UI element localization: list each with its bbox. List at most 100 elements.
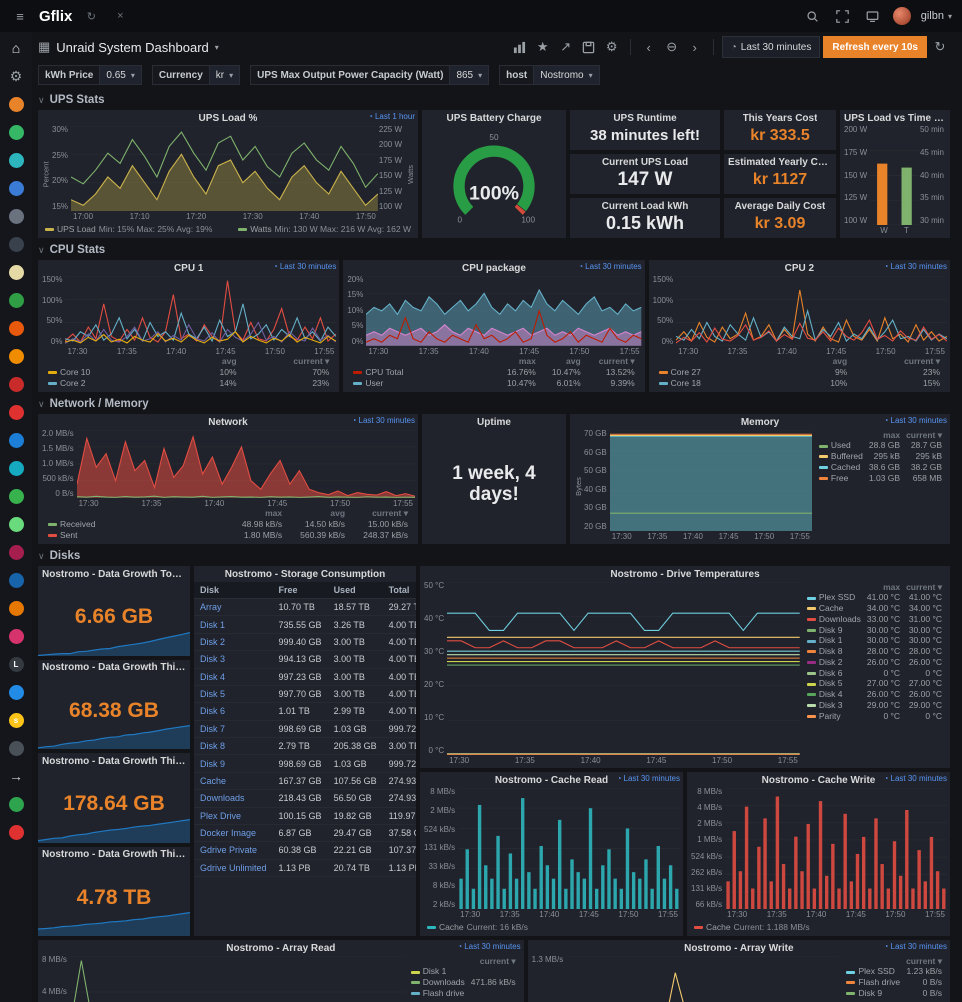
legend-item[interactable]: Buffered xyxy=(816,451,866,463)
legend-item[interactable]: Plex SSD xyxy=(804,592,864,604)
panel-timerange[interactable]: ◔ Last 30 minutes xyxy=(884,942,947,951)
table-column-header[interactable]: Disk xyxy=(194,582,273,599)
disk-link[interactable]: Disk 9 xyxy=(194,754,273,773)
variable-value-dropdown[interactable]: kr ▾ xyxy=(209,65,241,85)
legend-item[interactable]: Cached xyxy=(816,462,866,473)
panel-title[interactable]: UPS Battery Charge xyxy=(446,112,542,124)
network-chart[interactable]: 2.0 MB/s 1.5 MB/s 1.0 MB/s 500 kB/s 0 B/s 17:… xyxy=(38,430,418,544)
search-icon[interactable] xyxy=(803,6,823,26)
save-icon[interactable] xyxy=(579,37,599,57)
panel-title[interactable]: Memory xyxy=(740,416,780,428)
panel-title[interactable]: Estimated Yearly Cost xyxy=(728,156,832,168)
legend-item[interactable]: Core 27 xyxy=(656,367,800,378)
cache-read-chart[interactable]: 8 MB/s 2 MB/s 524 kB/s 131 kB/s 33 kB/s 8 kB/… xyxy=(420,788,683,936)
legend-item[interactable]: Disk 9 xyxy=(843,988,903,999)
disk-link[interactable]: Disk 1 xyxy=(194,615,273,634)
avatar[interactable] xyxy=(892,7,911,25)
legend-sort-header[interactable]: current ▾ xyxy=(293,356,330,367)
disk-link[interactable]: Gdrive Unlimited xyxy=(194,859,273,878)
legend-item[interactable]: Disk 1 xyxy=(804,636,864,647)
legend-sort-header[interactable]: current ▾ xyxy=(906,430,942,440)
legend-item[interactable]: Disk 9 xyxy=(804,625,864,636)
disk-link[interactable]: Disk 4 xyxy=(194,668,273,686)
legend-sort-header[interactable]: avg xyxy=(566,356,581,367)
app-shortcut-icon-5[interactable] xyxy=(7,263,25,281)
panel-timerange[interactable]: ◔ Last 30 minutes xyxy=(884,262,947,271)
legend-item[interactable]: Disk 1 xyxy=(408,966,468,978)
user-menu[interactable]: gilbn ▾ xyxy=(921,10,952,22)
legend-sort-header[interactable]: current ▾ xyxy=(906,582,942,592)
legend-item[interactable]: Watts Min: 130 W Max: 216 W Avg: 162 W xyxy=(238,224,411,234)
legend-item[interactable]: Flash drive xyxy=(408,988,468,999)
app-shortcut-icon-18[interactable] xyxy=(7,627,25,645)
panel-title[interactable]: Current UPS Load xyxy=(601,156,689,168)
legend-item[interactable]: Downloads xyxy=(408,977,468,989)
refresh-interval-button[interactable]: Refresh every 10s xyxy=(823,36,927,58)
app-shortcut-icon-11[interactable] xyxy=(7,431,25,449)
legend-sort-header[interactable]: avg xyxy=(330,508,346,519)
app-shortcut-icon-21[interactable] xyxy=(7,823,25,841)
legend-item[interactable]: CPU Total xyxy=(350,367,494,378)
cpu1-chart[interactable]: 150% 100% 50% 0% 17:30 17:35 17:40 17:45 17:50 17… xyxy=(38,276,339,392)
section-header-cpu[interactable]: ∨ CPU Stats xyxy=(38,243,950,257)
disk-link[interactable]: Disk 5 xyxy=(194,685,273,704)
gear-icon[interactable]: ⚙ xyxy=(602,37,622,57)
time-range-button[interactable]: ◔ Last 30 minutes xyxy=(721,36,821,58)
panel-title[interactable]: Nostromo - Data Growth This Year xyxy=(42,849,186,860)
app-shortcut-icon-2[interactable] xyxy=(7,151,25,169)
disk-link[interactable]: Gdrive Private xyxy=(194,841,273,860)
panel-title[interactable]: Nostromo - Data Growth Today xyxy=(42,568,186,580)
app-shortcut-icon-13[interactable] xyxy=(7,487,25,505)
cache-write-chart[interactable]: 8 MB/s 4 MB/s 2 MB/s 1 MB/s 524 kB/s 262 kB/s… xyxy=(687,788,950,936)
legend-item[interactable]: Cache Current: 1.188 MB/s xyxy=(694,922,810,932)
memory-chart[interactable]: Bytes 70 GB 60 GB 50 GB 40 GB 30 GB 20 GB 17:30… xyxy=(570,430,950,544)
panel-timerange[interactable]: ◔ Last 30 minutes xyxy=(884,416,947,425)
chevron-left-icon[interactable]: ‹ xyxy=(639,37,659,57)
star-icon[interactable]: ★ xyxy=(533,37,553,57)
legend-sort-header[interactable]: max xyxy=(518,356,536,367)
legend-sort-header[interactable]: current ▾ xyxy=(372,508,408,519)
panel-title[interactable]: Nostromo - Storage Consumption xyxy=(224,568,386,580)
app-shortcut-icon-14[interactable] xyxy=(7,515,25,533)
disk-link[interactable]: Disk 3 xyxy=(194,650,273,669)
zoom-out-icon[interactable]: ⊖ xyxy=(662,37,682,57)
signout-icon[interactable]: → xyxy=(9,768,23,784)
app-shortcut-icon-15[interactable] xyxy=(7,543,25,561)
legend-item[interactable]: UPS Load Min: 15% Max: 25% Avg: 19% xyxy=(45,224,212,234)
app-shortcut-icon-10[interactable] xyxy=(7,403,25,421)
app-shortcut-icon-12[interactable] xyxy=(7,459,25,477)
legend-item[interactable]: Plex SSD xyxy=(843,966,903,978)
app-shortcut-icon-4[interactable] xyxy=(7,235,25,253)
table-column-header[interactable]: Used xyxy=(327,582,383,599)
panel-title[interactable]: Current Load kWh xyxy=(601,200,689,212)
panel-timerange[interactable]: ◔ Last 30 minutes xyxy=(617,774,680,783)
section-header-ups[interactable]: ∨ UPS Stats xyxy=(38,93,950,107)
legend-item[interactable]: Disk 5 xyxy=(804,679,864,690)
panel-title[interactable]: Average Daily Cost xyxy=(734,200,826,212)
refresh-icon[interactable]: ↻ xyxy=(930,37,950,57)
panel-title[interactable]: UPS Runtime xyxy=(613,112,677,124)
table-column-header[interactable]: Free xyxy=(272,582,328,599)
panel-timerange[interactable]: ◔ Last 30 minutes xyxy=(884,774,947,783)
legend-sort-header[interactable]: current ▾ xyxy=(598,356,635,367)
panel-title[interactable]: CPU 2 xyxy=(784,262,815,274)
panel-title[interactable]: UPS Load % xyxy=(198,112,258,124)
legend-sort-header[interactable]: max xyxy=(265,508,283,519)
panel-timerange[interactable]: ◔ Last 30 minutes xyxy=(457,942,520,951)
legend-item[interactable]: Core 10 xyxy=(45,367,189,378)
app-shortcut-icon-20[interactable] xyxy=(7,739,25,757)
home-icon[interactable]: ⌂ xyxy=(11,40,21,56)
disk-link[interactable]: Disk 8 xyxy=(194,737,273,756)
legend-sort-header[interactable]: avg xyxy=(221,356,237,367)
cpu-package-chart[interactable]: 20% 15% 10% 5% 0% 17:30 17:35 17:40 17:45 17:50 17… xyxy=(343,276,644,392)
chevron-right-icon[interactable]: › xyxy=(685,37,705,57)
legend-item[interactable]: Used xyxy=(816,440,866,452)
ups-load-time-bars[interactable]: 200 W 175 W 150 W 125 W 100 W W T 50 min 45 min 4… xyxy=(840,126,950,238)
disk-link[interactable]: Downloads xyxy=(194,789,273,808)
disk-link[interactable]: Disk 6 xyxy=(194,702,273,721)
legend-item[interactable]: Cache xyxy=(804,603,864,615)
panel-timerange[interactable]: ◔ Last 30 minutes xyxy=(578,262,641,271)
panel-title[interactable]: Uptime xyxy=(477,416,511,428)
variable-value-dropdown[interactable]: 0.65 ▾ xyxy=(100,65,142,85)
